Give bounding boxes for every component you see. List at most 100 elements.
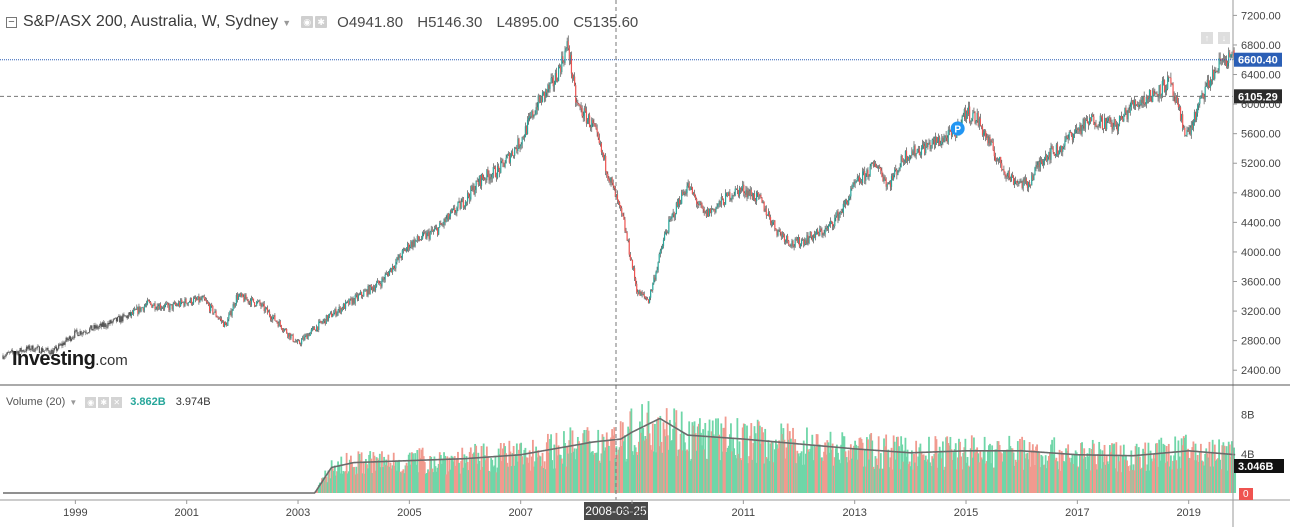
price-candle-body bbox=[1198, 103, 1200, 106]
volume-bar bbox=[409, 464, 412, 493]
volume-bar bbox=[940, 458, 943, 493]
price-candle-body bbox=[506, 155, 508, 158]
volume-label[interactable]: Volume (20) bbox=[6, 396, 66, 408]
price-candle-body bbox=[1117, 123, 1120, 131]
arrow-up-icon[interactable]: ↑ bbox=[1201, 32, 1213, 44]
price-candle-body bbox=[108, 322, 110, 325]
volume-bar bbox=[540, 466, 543, 493]
price-candle-body bbox=[844, 200, 847, 205]
price-candle-body bbox=[259, 300, 261, 305]
volume-bar bbox=[711, 420, 714, 493]
price-candle-body bbox=[490, 177, 492, 180]
price-candle-body bbox=[525, 126, 528, 134]
price-candle-body bbox=[394, 268, 396, 269]
price-candle-body bbox=[891, 176, 894, 180]
gear-icon[interactable]: ✱ bbox=[315, 16, 328, 28]
time-tick-label: 2013 bbox=[842, 507, 866, 519]
price-candle-body bbox=[561, 56, 563, 73]
volume-bar bbox=[1228, 444, 1231, 493]
price-candle-body bbox=[564, 50, 566, 63]
price-candle-body bbox=[1159, 85, 1161, 97]
price-candle-body bbox=[605, 155, 607, 172]
gear-icon[interactable]: ✱ bbox=[98, 396, 110, 408]
price-candle-body bbox=[209, 304, 211, 312]
price-candle-body bbox=[484, 178, 486, 180]
chevron-down-icon[interactable]: ▼ bbox=[69, 398, 78, 407]
price-candle-body bbox=[650, 290, 652, 298]
volume-bar bbox=[1191, 447, 1194, 493]
symbol-title[interactable]: S&P/ASX 200, Australia, W, Sydney bbox=[23, 13, 279, 30]
price-candle-body bbox=[989, 137, 991, 145]
volume-bar bbox=[1026, 452, 1029, 493]
volume-bar bbox=[843, 436, 846, 493]
volume-bar bbox=[366, 464, 368, 493]
price-candle-body bbox=[152, 305, 154, 308]
price-candle-body bbox=[980, 125, 983, 127]
chevron-down-icon[interactable]: ▼ bbox=[282, 18, 292, 28]
price-candle-body bbox=[396, 257, 398, 263]
price-candle-body bbox=[370, 284, 372, 288]
price-candle-body bbox=[314, 329, 317, 332]
price-candle-body bbox=[1184, 127, 1186, 136]
price-candle-body bbox=[864, 171, 866, 181]
volume-bar bbox=[794, 439, 797, 493]
volume-bar bbox=[781, 433, 784, 493]
price-candle-body bbox=[625, 230, 627, 233]
price-candle-body bbox=[807, 235, 809, 243]
price-candle-body bbox=[729, 191, 731, 201]
collapse-icon[interactable]: − bbox=[6, 16, 17, 28]
volume-bar bbox=[332, 470, 335, 493]
volume-bar bbox=[391, 465, 394, 493]
volume-bar bbox=[586, 427, 589, 493]
price-candle-body bbox=[133, 310, 135, 314]
volume-bar bbox=[398, 459, 400, 493]
volume-bar bbox=[650, 449, 653, 493]
price-candle-body bbox=[1046, 155, 1048, 162]
price-candle-body bbox=[1096, 126, 1098, 128]
price-candle-body bbox=[121, 316, 123, 322]
volume-bar bbox=[545, 442, 548, 493]
volume-bar bbox=[968, 466, 971, 493]
volume-bar bbox=[1098, 441, 1101, 493]
price-candle-body bbox=[834, 217, 836, 226]
price-candle-body bbox=[331, 312, 333, 318]
volume-bar bbox=[488, 470, 490, 493]
price-candle-body bbox=[472, 185, 474, 191]
price-candle-body bbox=[730, 198, 732, 201]
volume-bar bbox=[929, 462, 931, 493]
volume-bar bbox=[958, 438, 960, 493]
price-candle-body bbox=[752, 193, 755, 200]
price-tick-label: 3600.00 bbox=[1241, 277, 1281, 289]
eye-icon[interactable]: ◉ bbox=[85, 396, 97, 408]
ohlc-values: O4941.80 H5146.30 L4895.00 C5135.60 bbox=[337, 14, 648, 31]
arrow-down-icon[interactable]: ↓ bbox=[1218, 32, 1230, 44]
price-candle-body bbox=[857, 176, 859, 178]
price-candle-body bbox=[275, 320, 277, 322]
price-candle-body bbox=[885, 179, 887, 187]
price-candle-body bbox=[459, 201, 461, 209]
volume-bar bbox=[436, 467, 439, 493]
volume-bar bbox=[413, 460, 415, 493]
price-candle-body bbox=[488, 174, 490, 181]
volume-bar bbox=[515, 443, 518, 493]
eye-icon[interactable]: ◉ bbox=[301, 16, 314, 28]
volume-bar bbox=[751, 459, 754, 493]
close-icon[interactable]: ✕ bbox=[111, 396, 123, 408]
volume-bar bbox=[596, 452, 599, 493]
volume-bar bbox=[564, 443, 566, 493]
price-candle-body bbox=[678, 199, 681, 204]
volume-bar bbox=[1140, 469, 1142, 493]
price-candle-body bbox=[397, 257, 399, 260]
price-candle-body bbox=[1229, 52, 1231, 58]
price-candle-body bbox=[1097, 126, 1099, 127]
price-candle-body bbox=[212, 306, 214, 314]
price-candle-body bbox=[798, 237, 801, 247]
price-candle-body bbox=[716, 206, 718, 208]
volume-bar bbox=[511, 453, 514, 493]
volume-bar bbox=[1075, 452, 1078, 493]
volume-bar bbox=[315, 490, 318, 493]
volume-bar bbox=[889, 457, 892, 493]
price-candle-body bbox=[468, 193, 470, 197]
volume-bar bbox=[999, 452, 1002, 493]
